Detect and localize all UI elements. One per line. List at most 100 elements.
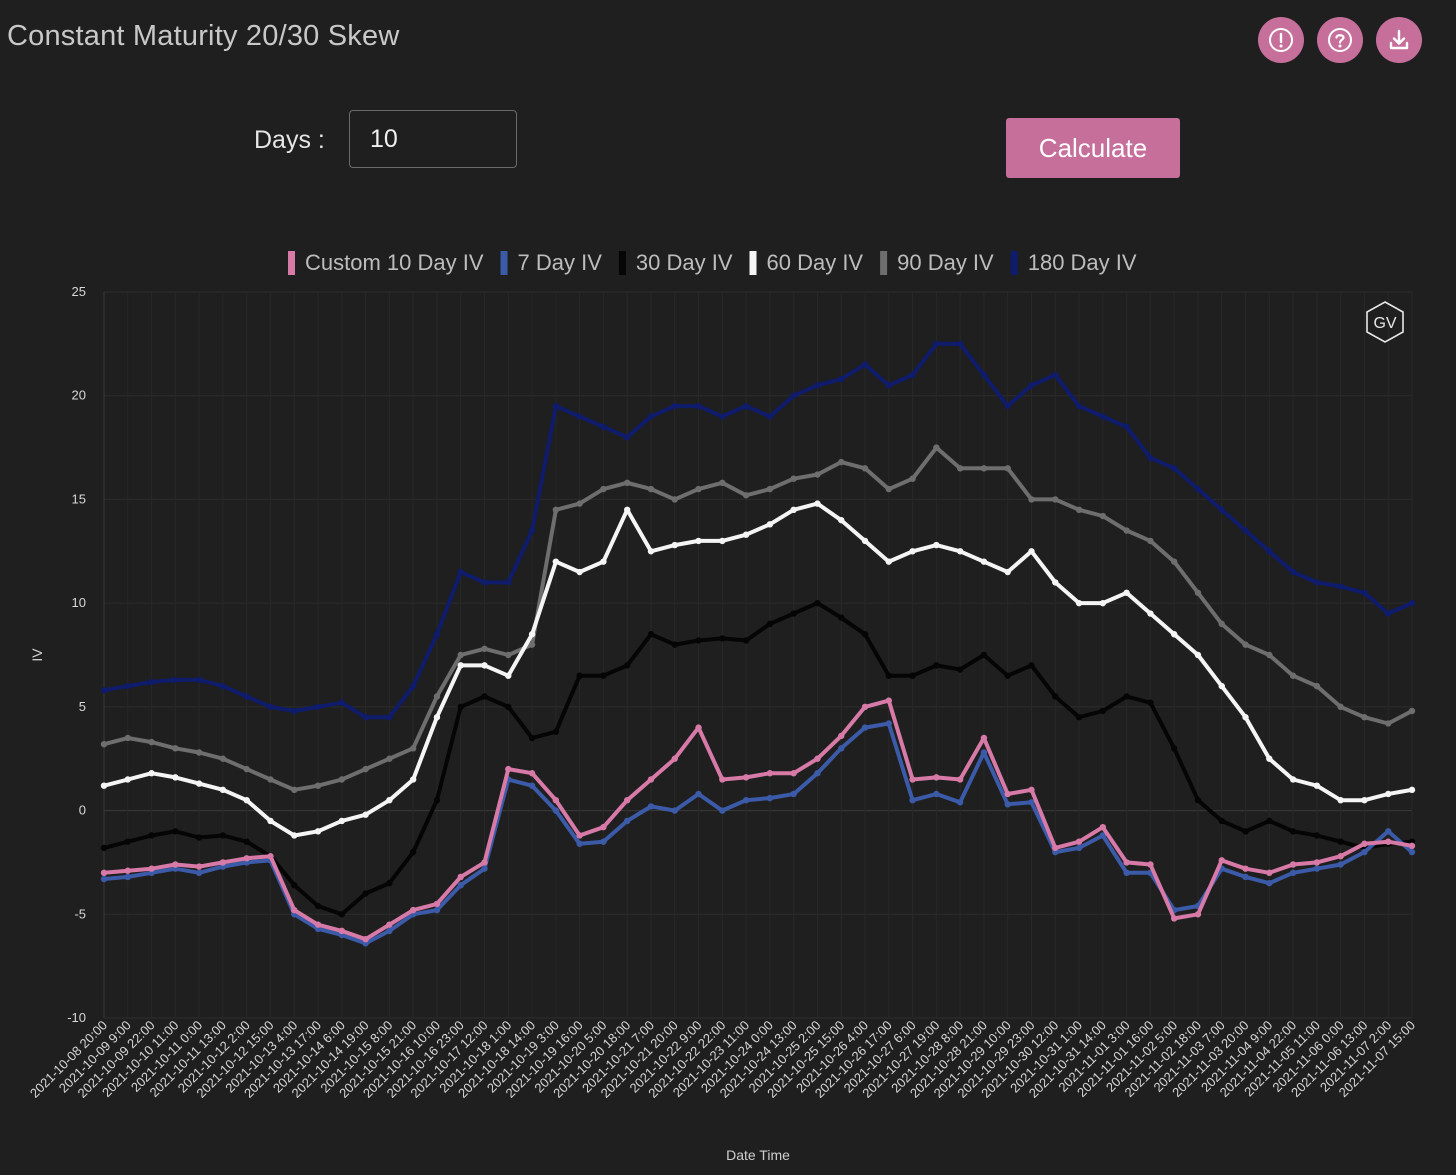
data-point [1266,755,1273,762]
data-point [409,682,417,690]
data-point [1361,840,1368,847]
legend-swatch [618,251,626,275]
data-point [600,838,607,845]
data-point [1052,579,1059,586]
data-point [1289,869,1297,876]
data-point [647,413,655,420]
chart-grid [103,291,1413,1019]
data-point [1194,911,1202,918]
data-point [861,631,869,638]
data-point [790,392,797,399]
help-button[interactable] [1317,17,1363,63]
data-point [1028,382,1035,389]
data-point [933,662,940,669]
series-line [103,698,1413,942]
days-input[interactable] [349,110,517,168]
data-point [362,890,369,897]
data-point [695,790,702,798]
data-point [505,765,512,773]
data-point [552,558,560,565]
calculate-button[interactable]: Calculate [1006,118,1180,178]
data-point [1289,861,1297,868]
data-point [243,797,250,804]
data-point [338,817,346,825]
y-tick-label: 0 [79,803,86,818]
legend-label[interactable]: 30 Day IV [636,250,733,275]
data-point [1266,817,1273,825]
data-point [790,610,797,617]
data-point [742,492,750,499]
data-point [1242,873,1249,881]
data-point [457,882,464,889]
data-point [1170,465,1178,472]
legend-label[interactable]: 180 Day IV [1028,250,1137,275]
data-point [100,782,108,789]
data-point [600,558,607,565]
data-point [1123,859,1130,866]
data-point [1028,662,1035,669]
data-point [1361,589,1368,596]
data-point [766,521,774,528]
data-point [766,770,774,777]
data-point [600,823,607,831]
data-point [314,921,322,928]
data-point [291,906,298,914]
data-point [933,541,940,549]
data-point [885,720,892,727]
data-point [243,855,250,862]
data-point [624,506,631,513]
data-point [1289,568,1297,576]
data-point [861,465,869,472]
data-point [861,703,869,711]
data-point [481,645,488,652]
data-point [909,776,916,783]
legend-label[interactable]: Custom 10 Day IV [305,250,484,275]
data-point [338,911,346,918]
legend-label[interactable]: 7 Day IV [518,250,603,275]
data-point [457,568,464,576]
data-point [1289,672,1297,679]
data-point [291,707,298,715]
data-point [124,776,131,783]
data-point [600,423,607,431]
legend-label[interactable]: 90 Day IV [897,250,994,275]
data-point [1242,865,1249,872]
data-point [528,782,536,789]
data-point [505,672,512,679]
data-point [1408,842,1416,850]
data-point [481,579,488,586]
data-point [1147,610,1154,617]
data-point [433,797,441,804]
data-point [172,861,179,868]
legend-label[interactable]: 60 Day IV [767,250,864,275]
data-point [766,794,774,802]
data-point [719,537,726,545]
alert-button[interactable] [1258,17,1304,63]
data-point [148,770,155,777]
data-point [1147,861,1154,868]
data-point [1147,537,1154,545]
data-point [814,382,821,389]
data-point [1361,797,1368,804]
data-point [528,631,536,638]
data-point [1266,548,1273,555]
data-point [148,832,155,839]
data-point [1170,558,1178,565]
series-line [103,721,1414,946]
iv-line-chart: Custom 10 Day IV 7 Day IV 30 Day IV 60 Day … [27,250,1418,1163]
data-point [386,921,393,928]
download-button[interactable] [1376,17,1422,63]
data-point [1123,693,1130,700]
data-point [1408,848,1416,856]
data-point [409,776,417,783]
data-point [671,755,678,762]
data-point [1242,714,1249,721]
data-point [766,485,774,493]
data-point [386,879,393,887]
data-point [552,797,560,804]
data-point [1313,579,1321,586]
data-point [314,703,322,711]
y-tick-label: -10 [67,1010,86,1025]
data-point [980,371,988,379]
data-point [505,703,512,711]
